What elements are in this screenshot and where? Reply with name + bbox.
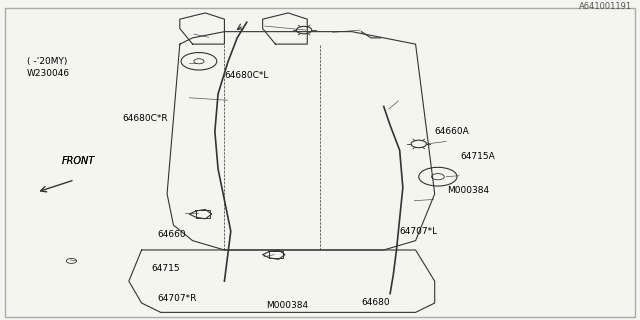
Text: ( -’20MY): ( -’20MY) bbox=[27, 57, 67, 66]
Text: 64680: 64680 bbox=[362, 298, 390, 307]
Text: A641001191: A641001191 bbox=[579, 2, 632, 12]
Text: M000384: M000384 bbox=[447, 186, 490, 195]
Text: W230046: W230046 bbox=[27, 69, 70, 78]
Text: 64707*L: 64707*L bbox=[399, 227, 438, 236]
Bar bbox=[269, 251, 283, 259]
Text: 64707*R: 64707*R bbox=[157, 294, 197, 303]
Text: M000384: M000384 bbox=[266, 301, 308, 310]
Text: FRONT: FRONT bbox=[62, 156, 95, 166]
Text: 64715: 64715 bbox=[151, 264, 180, 273]
Text: 64660: 64660 bbox=[157, 230, 186, 239]
Text: 64680C*L: 64680C*L bbox=[225, 71, 269, 80]
Text: 64680C*R: 64680C*R bbox=[122, 114, 168, 123]
Text: FRONT: FRONT bbox=[62, 156, 95, 166]
Text: 64660A: 64660A bbox=[435, 127, 470, 136]
Text: 64715A: 64715A bbox=[460, 152, 495, 161]
Bar bbox=[196, 210, 211, 218]
